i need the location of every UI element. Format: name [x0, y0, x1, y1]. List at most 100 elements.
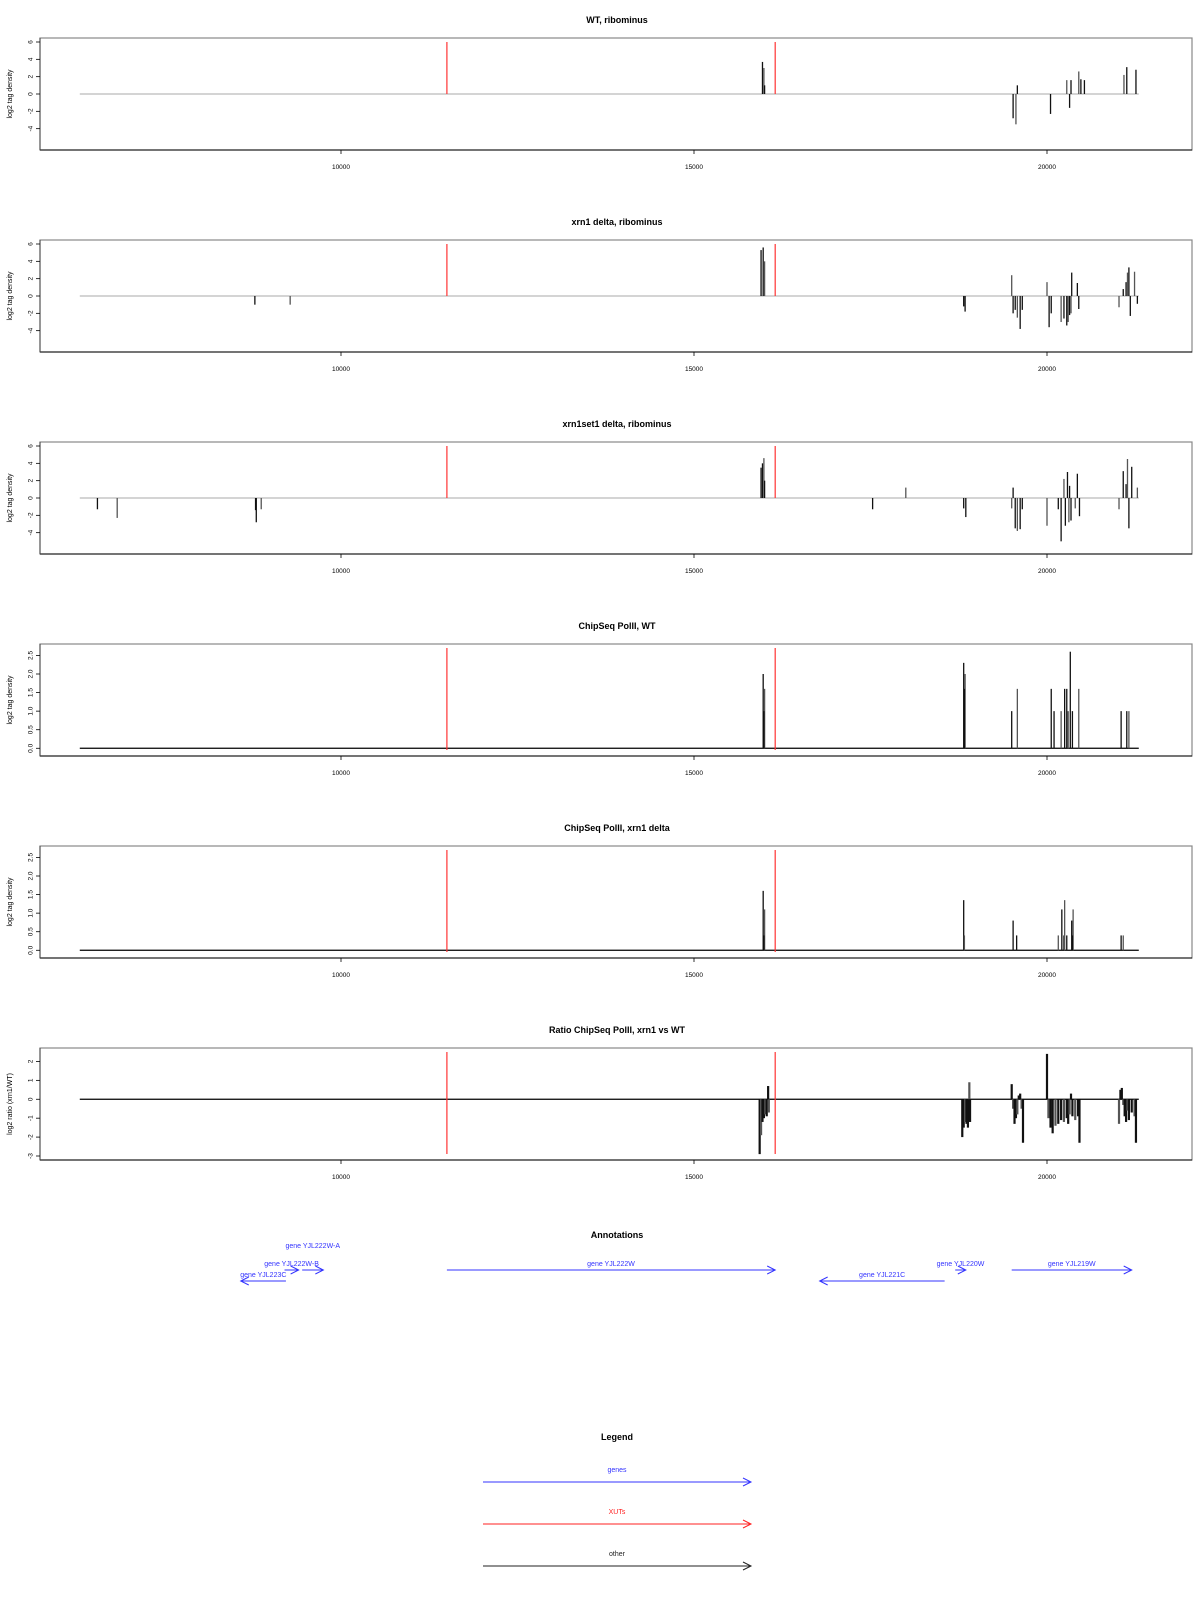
data-bar	[1057, 1099, 1060, 1124]
data-bar	[1080, 79, 1082, 94]
annotation-gene: gene YJL221C	[818, 1272, 945, 1286]
legend-item-gene: genes	[483, 1467, 753, 1487]
data-bar	[1120, 935, 1122, 951]
arrow-head	[742, 1477, 753, 1487]
data-bar	[763, 68, 765, 94]
data-bar	[1017, 1095, 1020, 1100]
data-bar	[1131, 466, 1133, 498]
data-bar	[1126, 1099, 1129, 1111]
data-bars	[96, 458, 1139, 542]
data-bar	[1014, 296, 1016, 310]
data-bar	[964, 296, 966, 312]
x-tick-label: 15000	[685, 770, 703, 777]
data-bar	[1045, 1053, 1049, 1100]
data-bar	[963, 688, 966, 749]
data-bar	[760, 250, 762, 296]
data-bar	[1014, 498, 1016, 529]
data-bar	[1016, 498, 1018, 531]
annotation-label: gene YJL222W	[587, 1261, 635, 1268]
data-bar	[1015, 935, 1018, 951]
panel-4: ChipSeq PolII, WT 0.0 0.5 1.0 1.5 2.0 2.5 log2 …	[7, 621, 1193, 777]
data-bar	[963, 900, 965, 951]
data-bar	[763, 688, 766, 749]
data-bar	[1133, 271, 1136, 296]
data-bar	[966, 1099, 970, 1128]
y-tick-label: 0	[28, 92, 35, 96]
data-bar	[1062, 1099, 1066, 1122]
data-bar	[1069, 1093, 1073, 1100]
data-bar	[961, 1099, 964, 1138]
y-tick-label: -3	[28, 1153, 35, 1159]
data-bar	[96, 498, 99, 510]
y-axis-label: log2 tag density	[7, 271, 14, 321]
data-bar	[1051, 1099, 1054, 1134]
data-bar	[1049, 94, 1052, 114]
y-tick-label: 2	[28, 478, 35, 482]
data-bar	[1012, 487, 1014, 498]
data-bar	[965, 498, 967, 518]
y-tick-label: 2	[28, 276, 35, 280]
data-bar	[1071, 920, 1073, 951]
data-bar	[1013, 1099, 1016, 1124]
y-tick-label: -4	[28, 327, 35, 333]
annotation-gene: gene YJL222W	[446, 1261, 777, 1275]
y-tick-label: 2	[28, 74, 35, 78]
data-bar	[1067, 711, 1069, 749]
data-bar	[1019, 498, 1021, 530]
data-bar	[1060, 296, 1062, 322]
data-bar	[255, 498, 257, 523]
arrow-head	[766, 1265, 777, 1275]
data-bar	[1021, 498, 1023, 510]
data-bar	[965, 1099, 968, 1124]
x-tick-label: 20000	[1038, 366, 1056, 373]
data-bar	[1063, 478, 1065, 498]
data-bar	[1047, 1099, 1050, 1119]
data-bar	[260, 498, 262, 510]
y-tick-label: 2.0	[28, 871, 35, 880]
data-bar	[1068, 485, 1071, 498]
data-bars	[762, 651, 1130, 749]
data-bar	[1057, 498, 1059, 510]
arrow-head	[315, 1265, 325, 1275]
annotation-label: gene YJL222W-A	[285, 1243, 340, 1250]
legend-item-other: other	[483, 1551, 753, 1571]
y-tick-label: 6	[28, 40, 35, 44]
data-bar	[1070, 498, 1072, 521]
data-bar	[962, 1099, 965, 1128]
panel-2: xrn1 delta, ribominus -4 -2 0 2 4 6 log2 tag de…	[7, 217, 1193, 373]
y-tick-label: 4	[28, 57, 35, 61]
data-bar	[1066, 688, 1068, 749]
data-bar	[963, 935, 966, 951]
panel-title: WT, ribominus	[586, 15, 648, 25]
data-bar	[1124, 1099, 1128, 1122]
y-axis-label: log2 tag density	[7, 675, 14, 725]
data-bar	[1016, 1099, 1019, 1115]
x-tick-label: 15000	[685, 568, 703, 575]
x-tick-label: 10000	[332, 770, 350, 777]
data-bars	[254, 247, 1139, 329]
data-bar	[762, 674, 764, 749]
data-bar	[767, 1086, 770, 1100]
annotation-label: gene YJL222W-B	[264, 1261, 319, 1268]
annotation-label: gene YJL221C	[859, 1272, 905, 1279]
data-bar	[762, 247, 764, 296]
data-bar	[1117, 1099, 1121, 1124]
data-bar	[1133, 1099, 1136, 1117]
panel-title: Ratio ChipSeq PolII, xrn1 vs WT	[549, 1025, 686, 1035]
data-bar	[1122, 471, 1124, 498]
data-bar	[1068, 94, 1071, 108]
y-tick-label: 2.5	[28, 853, 35, 862]
data-bar	[1011, 275, 1013, 296]
data-bar	[1019, 1093, 1022, 1100]
panel-title: ChipSeq PolII, xrn1 delta	[564, 823, 671, 833]
panel-title: xrn1set1 delta, ribominus	[562, 419, 671, 429]
data-bar	[1118, 498, 1120, 510]
data-bar	[1126, 272, 1129, 296]
y-axis-label: log2 tag density	[7, 473, 14, 523]
y-tick-label: -2	[28, 512, 35, 518]
data-bar	[254, 498, 257, 511]
data-bar	[1118, 296, 1120, 308]
y-tick-label: -2	[28, 310, 35, 316]
data-bar	[1049, 1099, 1052, 1128]
panel-1: WT, ribominus -4 -2 0 2 4 6 log2 tag density 100…	[7, 15, 1193, 171]
